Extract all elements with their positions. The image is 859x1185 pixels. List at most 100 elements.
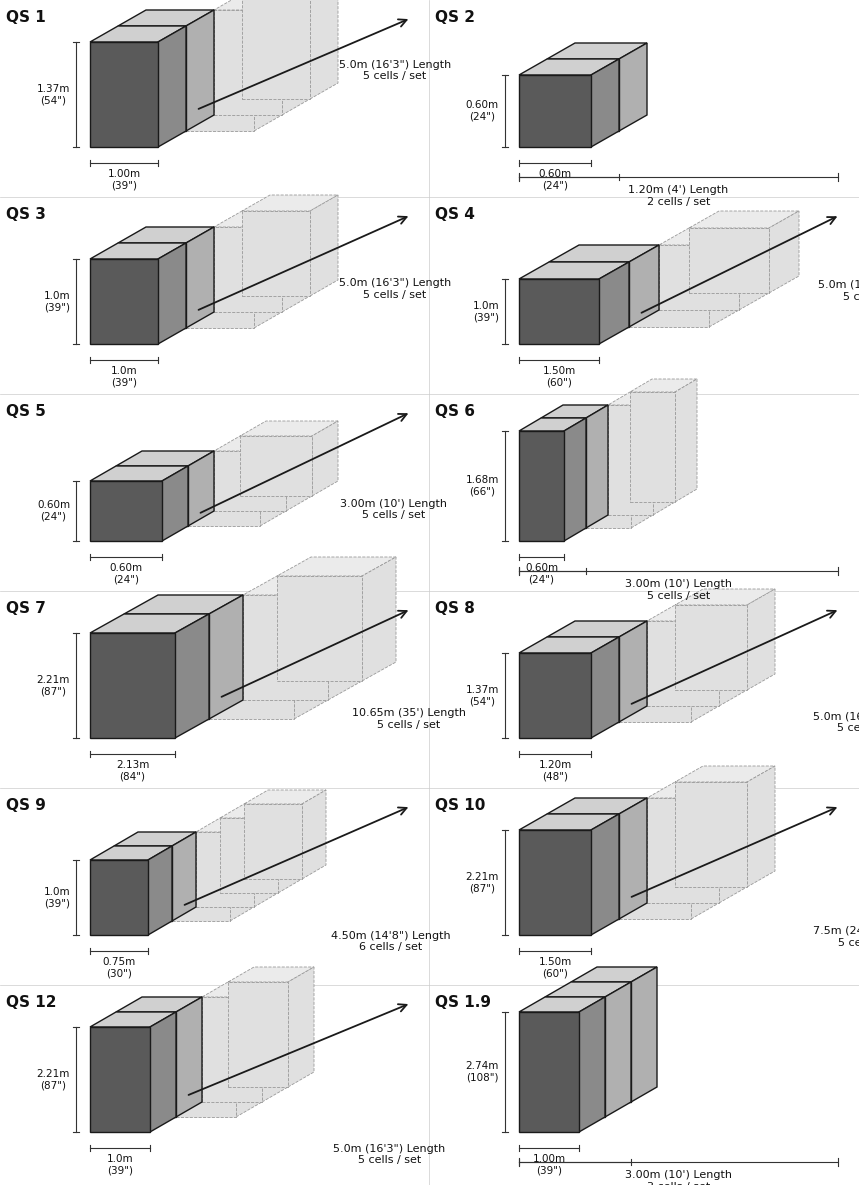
Polygon shape [653, 392, 675, 515]
Polygon shape [608, 405, 653, 515]
Polygon shape [116, 1012, 176, 1117]
Polygon shape [691, 621, 719, 722]
Text: 1.37m
(54"): 1.37m (54") [466, 685, 499, 706]
Text: 5.0m (16'3") Length
5 cells / set: 5.0m (16'3") Length 5 cells / set [338, 278, 451, 300]
Text: QS 8: QS 8 [435, 601, 475, 616]
Text: 7.5m (24'7") Length
5 cells / set: 7.5m (24'7") Length 5 cells / set [813, 927, 859, 948]
Polygon shape [629, 245, 659, 327]
Polygon shape [591, 59, 619, 147]
Text: 5.0m (16'3") Length
5 cells / set: 5.0m (16'3") Length 5 cells / set [338, 59, 451, 82]
Polygon shape [278, 803, 302, 893]
Text: 0.60m
(24"): 0.60m (24") [109, 563, 143, 584]
Polygon shape [747, 589, 775, 690]
Polygon shape [282, 211, 310, 312]
Polygon shape [739, 228, 769, 310]
Polygon shape [196, 832, 254, 907]
Polygon shape [619, 638, 691, 722]
Polygon shape [608, 392, 675, 405]
Polygon shape [675, 606, 747, 690]
Polygon shape [519, 830, 591, 935]
Polygon shape [709, 245, 739, 327]
Polygon shape [545, 997, 605, 1117]
Polygon shape [571, 982, 631, 1102]
Polygon shape [519, 431, 564, 542]
Text: QS 7: QS 7 [6, 601, 46, 616]
Text: 3.00m (10') Length
5 cells / set: 3.00m (10') Length 5 cells / set [625, 579, 732, 601]
Polygon shape [519, 75, 591, 147]
Polygon shape [519, 418, 586, 431]
Polygon shape [647, 606, 747, 621]
Polygon shape [747, 766, 775, 888]
Text: QS 12: QS 12 [6, 995, 57, 1010]
Text: 3.00m (10') Length
3 cells / set: 3.00m (10') Length 3 cells / set [625, 1170, 732, 1185]
Polygon shape [541, 418, 586, 529]
Polygon shape [675, 379, 697, 502]
Polygon shape [547, 621, 647, 638]
Polygon shape [586, 418, 631, 529]
Polygon shape [586, 405, 608, 529]
Polygon shape [118, 228, 214, 243]
Polygon shape [288, 967, 314, 1087]
Text: 2.21m
(87"): 2.21m (87") [37, 674, 70, 697]
Polygon shape [186, 9, 214, 132]
Polygon shape [547, 43, 647, 59]
Polygon shape [209, 595, 243, 719]
Polygon shape [277, 576, 362, 681]
Polygon shape [90, 466, 188, 481]
Polygon shape [691, 798, 719, 920]
Text: 1.0m
(39"): 1.0m (39") [472, 301, 499, 322]
Polygon shape [282, 0, 310, 115]
Polygon shape [519, 638, 619, 653]
Polygon shape [254, 818, 278, 907]
Polygon shape [236, 997, 262, 1117]
Polygon shape [188, 451, 286, 466]
Polygon shape [294, 595, 328, 719]
Polygon shape [124, 614, 209, 719]
Polygon shape [619, 814, 691, 920]
Text: QS 10: QS 10 [435, 798, 485, 813]
Polygon shape [244, 803, 302, 879]
Polygon shape [172, 832, 254, 846]
Text: 1.50m
(60"): 1.50m (60") [542, 366, 576, 387]
Text: 0.60m
(24"): 0.60m (24") [37, 500, 70, 521]
Polygon shape [214, 211, 310, 228]
Polygon shape [519, 278, 599, 344]
Text: QS 5: QS 5 [6, 404, 46, 419]
Polygon shape [547, 638, 619, 722]
Polygon shape [630, 392, 675, 502]
Polygon shape [659, 245, 739, 310]
Text: 5.0m (16'3") Length
5 cells / set: 5.0m (16'3") Length 5 cells / set [813, 712, 859, 734]
Polygon shape [114, 846, 172, 921]
Polygon shape [243, 576, 362, 595]
Text: QS 4: QS 4 [435, 207, 475, 222]
Polygon shape [519, 997, 605, 1012]
Polygon shape [214, 228, 282, 312]
Text: 1.50m
(60"): 1.50m (60") [539, 957, 571, 979]
Polygon shape [519, 59, 619, 75]
Polygon shape [186, 243, 254, 328]
Text: 1.0m
(39"): 1.0m (39") [43, 886, 70, 908]
Polygon shape [188, 466, 260, 526]
Text: 0.60m
(24"): 0.60m (24") [466, 101, 499, 122]
Polygon shape [186, 228, 214, 328]
Text: 2.21m
(87"): 2.21m (87") [37, 1069, 70, 1090]
Polygon shape [158, 26, 186, 147]
Polygon shape [647, 798, 719, 903]
Polygon shape [202, 997, 262, 1102]
Text: 1.68m
(66"): 1.68m (66") [466, 475, 499, 497]
Text: 0.60m
(24"): 0.60m (24") [539, 169, 571, 191]
Polygon shape [519, 814, 619, 829]
Polygon shape [675, 782, 747, 888]
Polygon shape [90, 1027, 150, 1132]
Polygon shape [118, 243, 186, 328]
Text: 1.0m
(39"): 1.0m (39") [107, 1154, 133, 1176]
Polygon shape [541, 405, 608, 418]
Polygon shape [547, 814, 619, 920]
Polygon shape [172, 846, 230, 921]
Polygon shape [90, 1012, 176, 1027]
Polygon shape [202, 982, 288, 997]
Polygon shape [116, 466, 188, 526]
Polygon shape [209, 595, 328, 614]
Polygon shape [549, 245, 659, 262]
Text: 10.65m (35') Length
5 cells / set: 10.65m (35') Length 5 cells / set [351, 709, 466, 730]
